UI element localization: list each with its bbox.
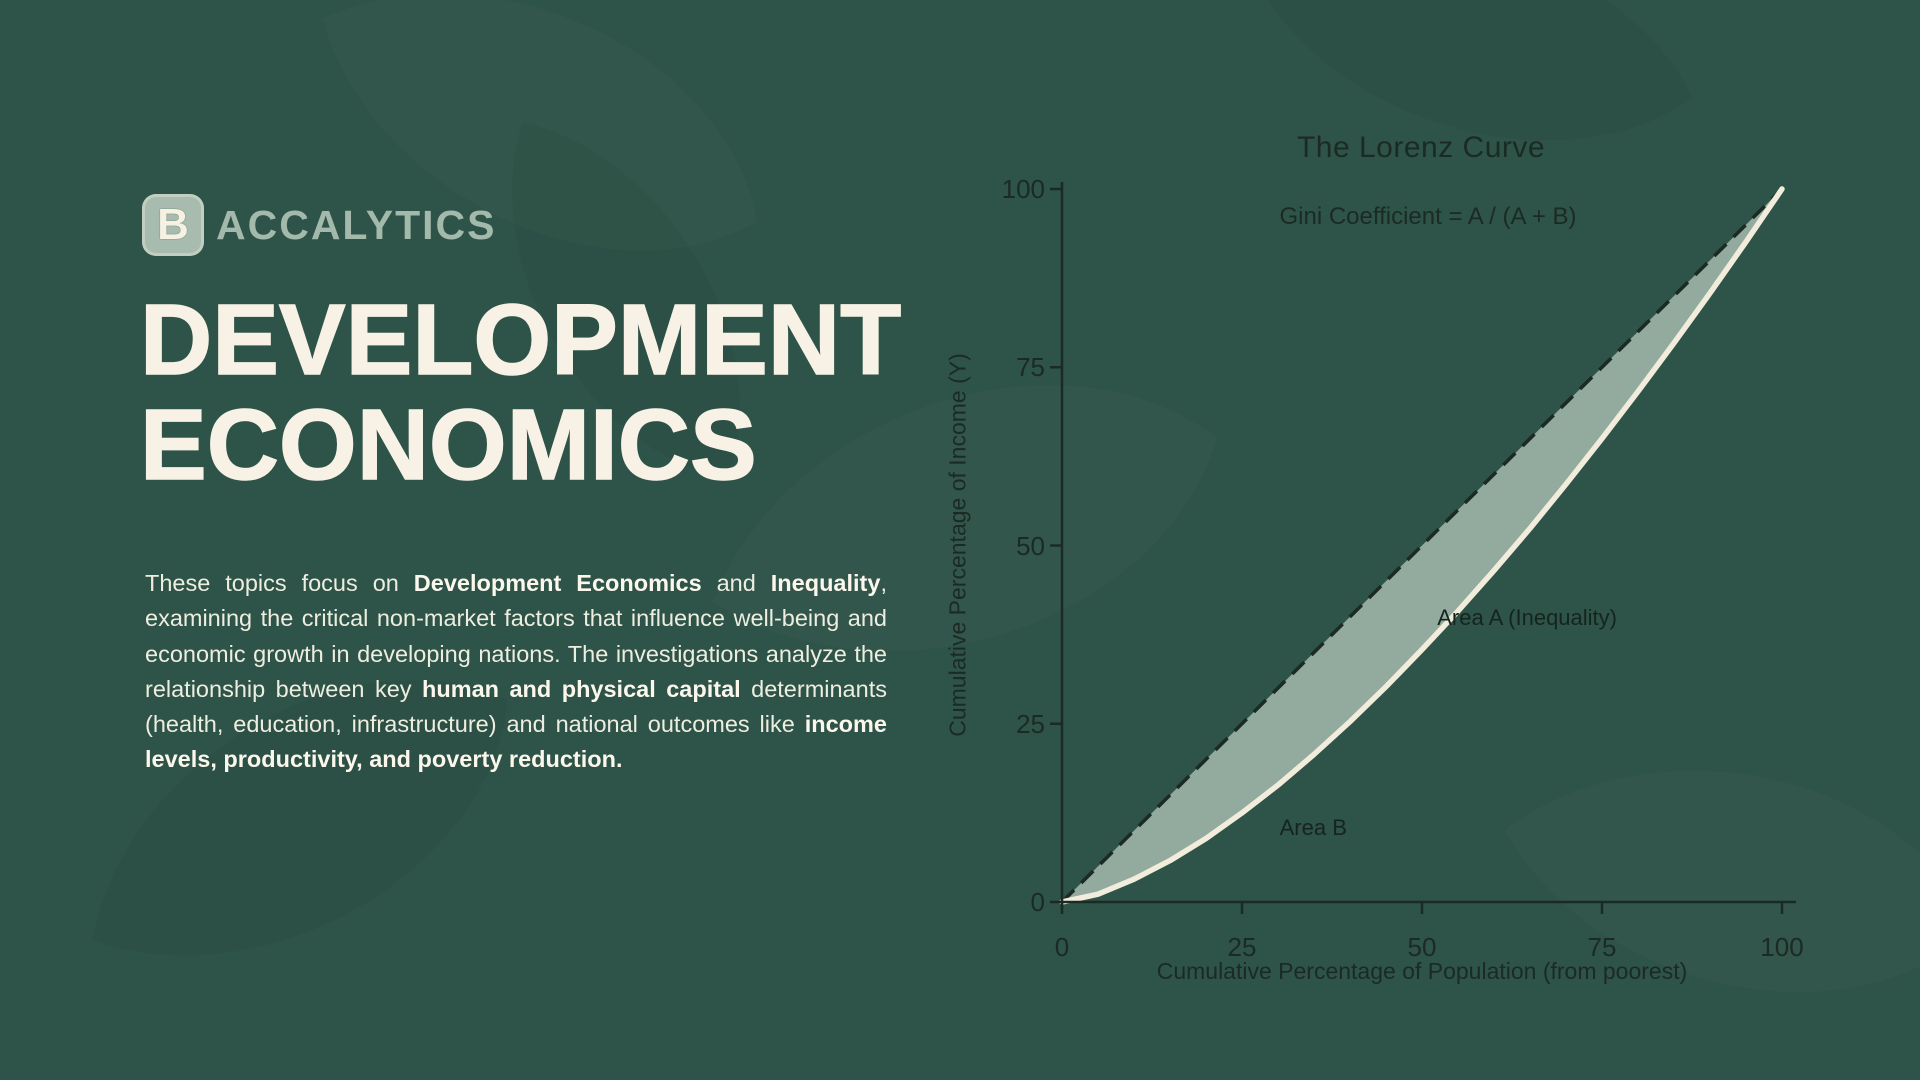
description-paragraph: These topics focus on Development Econom…: [145, 566, 887, 778]
logo-b-letter: B: [157, 200, 189, 249]
paragraph-segment: and: [701, 570, 771, 596]
paragraph-bold-segment: Inequality: [770, 570, 881, 596]
tick-marks: [1050, 187, 1784, 914]
logo: B ACCALYTICS: [142, 194, 496, 256]
logo-wordmark: ACCALYTICS: [216, 201, 497, 248]
paragraph-segment: , examining the critical non-market fact…: [145, 570, 887, 702]
y-tick-label: 25: [1016, 708, 1045, 739]
area-label: Area A (Inequality): [1437, 605, 1617, 631]
y-tick-label: 0: [1030, 887, 1045, 917]
x-tick-label: 25: [1227, 932, 1257, 962]
chart-title: The Lorenz Curve: [1296, 131, 1546, 164]
equality-line: [1060, 187, 1784, 904]
x-axis-label: Cumulative Percentage of Population (fro…: [1156, 958, 1688, 984]
chart-plot: [1050, 182, 1796, 914]
paragraph-bold-segment: income levels, productivity, and poverty…: [145, 711, 887, 773]
y-axis-label: Cumulative Percentage of Income (Y): [944, 353, 971, 737]
title-line-2: ECONOMICS: [139, 389, 757, 501]
y-tick-label: 75: [1016, 352, 1045, 383]
paragraph-segment: These topics focus on: [145, 570, 414, 596]
x-tick-label: 0: [1054, 932, 1070, 962]
paragraph-bold-segment: Development Economics: [413, 570, 702, 596]
logo-b-icon: B: [142, 194, 204, 256]
area-label: Area B: [1279, 814, 1347, 840]
paragraph-segment: determinants (health, education, infrast…: [145, 675, 887, 737]
paragraph-bold-segment: human and physical capital: [421, 675, 741, 702]
x-tick-label: 50: [1407, 932, 1437, 962]
x-tick-label: 100: [1760, 932, 1804, 962]
lorenz-curve: [1059, 186, 1785, 905]
title-line-1: DEVELOPMENT: [139, 284, 902, 396]
y-tick-label: 100: [1001, 174, 1045, 204]
x-tick-label: 75: [1587, 932, 1617, 962]
gini-annotation: Gini Coefficient = A / (A + B): [1279, 203, 1577, 230]
y-tick-label: 50: [1016, 530, 1045, 561]
page-title: DEVELOPMENT ECONOMICS: [139, 287, 902, 501]
